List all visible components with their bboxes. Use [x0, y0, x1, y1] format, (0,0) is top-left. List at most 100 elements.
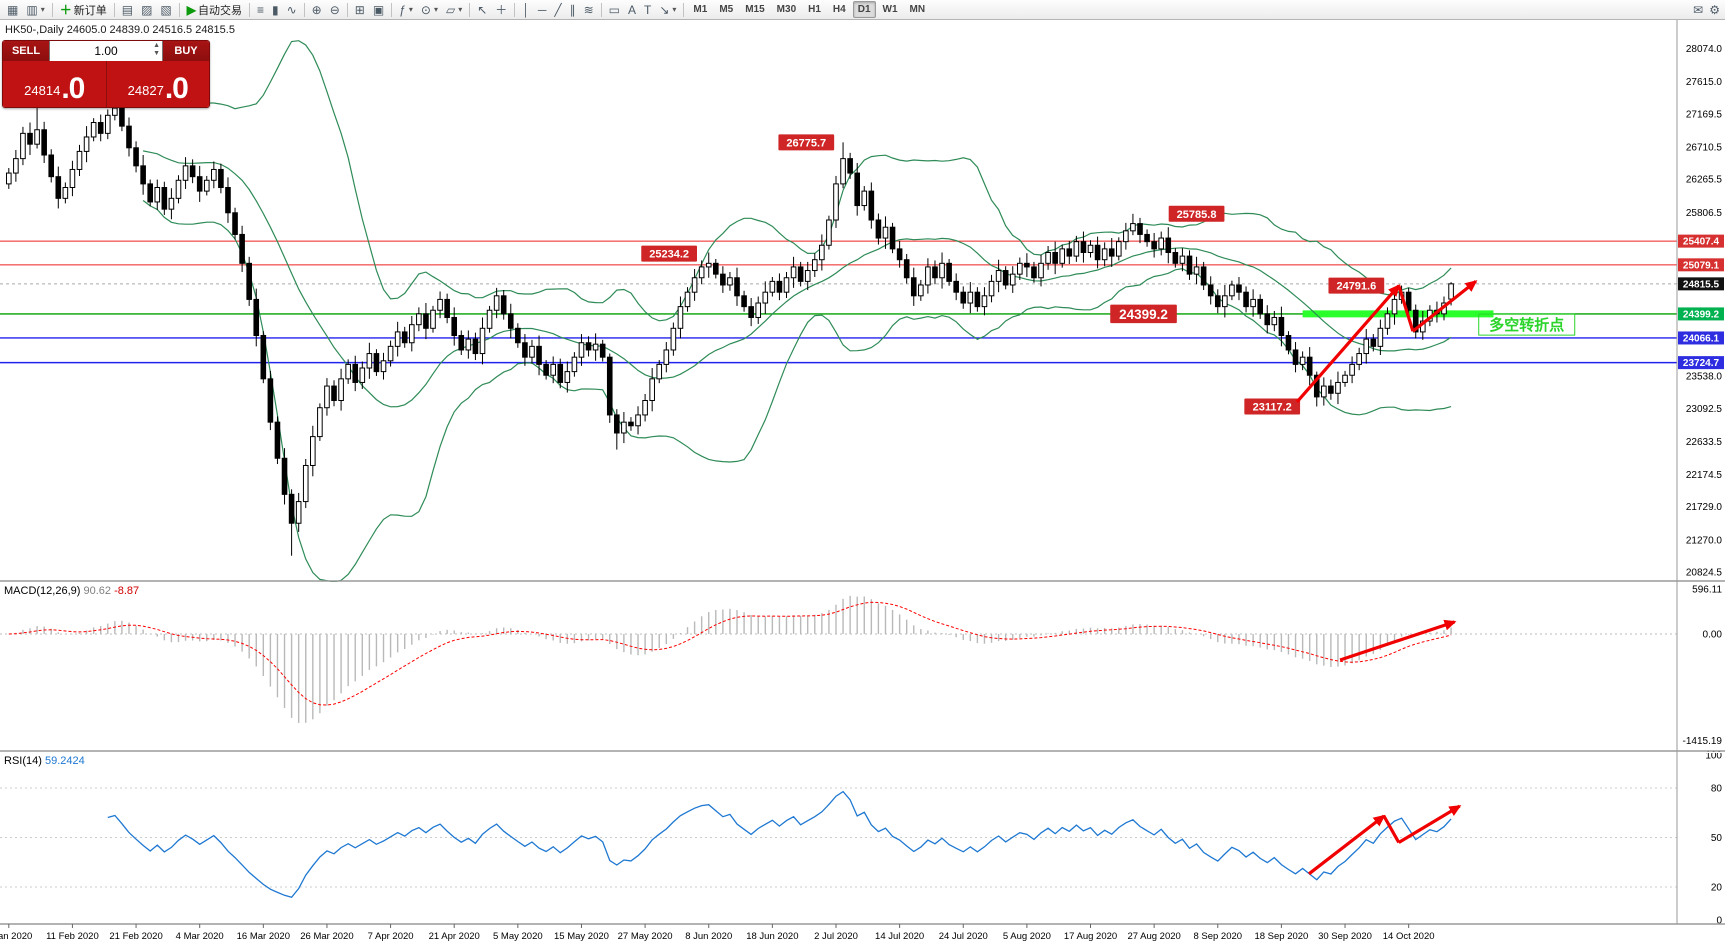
- timeframe-d1-button[interactable]: D1: [852, 1, 876, 18]
- price-axis-tick: 23092.5: [1686, 404, 1723, 415]
- candle-body: [1222, 295, 1228, 308]
- data-window-button[interactable]: ▨: [137, 0, 156, 19]
- candle-body: [274, 421, 281, 459]
- candle-body: [670, 327, 677, 351]
- horizontal-line-tool-button[interactable]: ─: [534, 0, 551, 19]
- candle-body: [960, 291, 967, 304]
- timeframe-mn-button[interactable]: MN: [909, 4, 926, 15]
- candlestick-chart-button[interactable]: ▮: [268, 0, 283, 19]
- candle-body: [1328, 385, 1334, 394]
- price-label-box-23117.2[interactable]: [1244, 398, 1301, 415]
- candle-body: [161, 187, 168, 210]
- navigator-button[interactable]: ▧: [156, 0, 175, 19]
- crosshair-tool-button[interactable]: ＋: [491, 0, 511, 19]
- bollinger-middle: [142, 150, 1452, 408]
- autotrading-button[interactable]: ▶ 自动交易: [183, 0, 246, 19]
- periods-list-button[interactable]: ⊙ ▾: [417, 0, 442, 19]
- vertical-line-tool-button[interactable]: │: [518, 0, 534, 19]
- timeframe-h4-button[interactable]: H4: [832, 4, 846, 15]
- trend-arrow-2[interactable]: [1411, 280, 1478, 333]
- chart-profiles-button[interactable]: ▥ ▾: [22, 0, 48, 19]
- new-chart-button[interactable]: ▦: [3, 0, 22, 19]
- candle-body: [1278, 316, 1285, 337]
- price-label-box-26775.7[interactable]: [778, 134, 835, 151]
- line-chart-button[interactable]: ∿: [283, 0, 301, 19]
- date-label: 8 Jun 2020: [685, 931, 732, 942]
- buy-button[interactable]: BUY: [163, 41, 209, 61]
- candle-body: [373, 353, 380, 373]
- new-order-button[interactable]: ＋新订单: [56, 0, 111, 19]
- buy-price[interactable]: 24827 .0: [107, 61, 210, 107]
- sell-price[interactable]: 24814 .0: [3, 61, 107, 107]
- candle-body: [423, 313, 429, 329]
- candle-body: [974, 291, 981, 308]
- spinner-down-icon[interactable]: ▼: [153, 50, 160, 57]
- market-watch-button[interactable]: ▤: [118, 0, 137, 19]
- trendline-tool-button[interactable]: ╱: [550, 0, 565, 19]
- macd-arrow[interactable]: [1339, 619, 1457, 662]
- annotation-box[interactable]: [1478, 313, 1576, 336]
- rsi-arrow-0[interactable]: [1308, 814, 1386, 876]
- price-label-text: 25785.8: [1177, 209, 1217, 221]
- candle-body: [861, 190, 868, 207]
- timeframe-m5-button[interactable]: M5: [719, 4, 734, 15]
- shapes-tool-button[interactable]: ▭: [605, 0, 624, 19]
- price-label-box-25785.8[interactable]: [1168, 205, 1225, 222]
- candle-body: [83, 136, 90, 152]
- candle-body: [614, 414, 620, 434]
- fibonacci-tool-button[interactable]: ≋: [580, 0, 598, 19]
- indicators-list-button[interactable]: ƒ ▾: [395, 0, 417, 19]
- volume-field[interactable]: 1.00 ▲ ▼: [49, 41, 163, 61]
- tile-windows-button[interactable]: ⊞: [351, 0, 369, 19]
- sell-button[interactable]: SELL: [3, 41, 49, 61]
- candle-body: [847, 158, 853, 174]
- timeframe-h1-button[interactable]: H1: [808, 4, 821, 15]
- settings-icon[interactable]: ⚙: [1709, 2, 1720, 17]
- trend-arrow-0[interactable]: [1295, 284, 1401, 403]
- mail-icon[interactable]: ✉: [1693, 2, 1704, 17]
- volume-spinner[interactable]: ▲ ▼: [153, 42, 160, 58]
- arrange-windows-button[interactable]: ▣: [369, 0, 388, 19]
- bar-chart-button[interactable]: ≡: [253, 0, 268, 19]
- candle-body: [211, 168, 217, 181]
- trend-arrow-1[interactable]: [1397, 285, 1415, 332]
- chart-canvas[interactable]: [0, 20, 1725, 924]
- timeframe-m15-button[interactable]: M15: [745, 4, 765, 15]
- timeframe-m30-button[interactable]: M30: [776, 4, 797, 15]
- time-axis[interactable]: [0, 926, 1677, 944]
- candle-body: [1108, 248, 1115, 257]
- candle-body: [1094, 244, 1101, 261]
- timeframe-w1-button[interactable]: W1: [882, 4, 898, 15]
- price-label-box-24399.2[interactable]: [1110, 304, 1177, 324]
- arrows-tool-button[interactable]: ↘ ▾: [655, 0, 680, 19]
- candle-body: [663, 349, 670, 365]
- candle-body: [1024, 262, 1030, 268]
- price-label-box-25234.2[interactable]: [641, 245, 698, 262]
- candle-body: [826, 219, 832, 246]
- zoom-in-button[interactable]: ⊕: [308, 0, 326, 19]
- zoom-out-button[interactable]: ⊖: [326, 0, 344, 19]
- spinner-up-icon[interactable]: ▲: [153, 42, 160, 49]
- candle-body: [260, 335, 267, 380]
- candle-body: [41, 129, 47, 156]
- macd-axis-tick: 0.00: [1703, 629, 1723, 640]
- text-tool-button[interactable]: A: [624, 0, 640, 19]
- trendline-tool-icon: ╱: [554, 2, 562, 17]
- candle-body: [1313, 374, 1320, 398]
- market-watch-icon: ▤: [121, 2, 134, 17]
- channel-tool-button[interactable]: ∥: [566, 0, 580, 19]
- cursor-tool-button[interactable]: ↖: [473, 0, 491, 19]
- templates-button[interactable]: ▱ ▾: [442, 0, 466, 19]
- toolbar-separator: [303, 2, 305, 17]
- candle-body: [401, 331, 408, 344]
- candle-body: [352, 363, 359, 383]
- candle-body: [543, 363, 549, 376]
- price-label-box-24791.6[interactable]: [1328, 277, 1385, 294]
- timeframe-m1-button[interactable]: M1: [693, 4, 708, 15]
- rsi-arrow-1[interactable]: [1382, 815, 1401, 844]
- rsi-arrow-2[interactable]: [1397, 804, 1462, 844]
- price-axis[interactable]: [1678, 20, 1725, 924]
- candle-body: [536, 345, 542, 365]
- new-order-icon: ＋: [59, 2, 72, 17]
- label-tool-button[interactable]: T: [640, 0, 655, 19]
